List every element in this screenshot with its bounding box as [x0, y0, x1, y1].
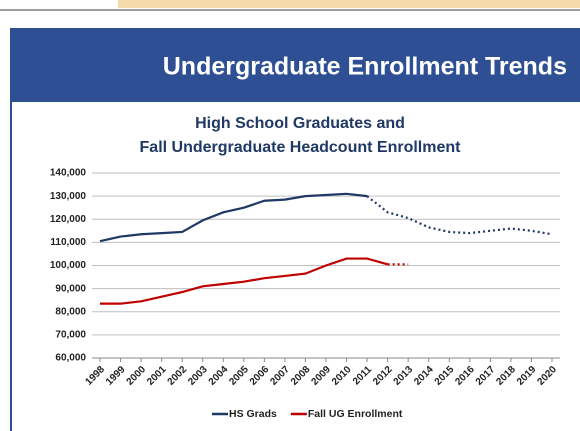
y-tick-label: 120,000: [50, 214, 87, 225]
x-tick-label: 2004: [207, 364, 231, 388]
x-tick-label: 2010: [330, 364, 354, 388]
x-tick-label: 2013: [392, 364, 416, 388]
projection-line: [366, 195, 553, 236]
header-title: Undergraduate Enrollment Trends: [163, 53, 567, 81]
x-tick-label: 2007: [268, 364, 292, 388]
x-tick-label: 2005: [227, 364, 251, 388]
x-tick-label: 2014: [412, 364, 436, 388]
y-tick-label: 70,000: [55, 330, 86, 341]
x-tick-label: 2012: [371, 364, 395, 388]
x-tick-label: 2017: [474, 364, 498, 388]
y-tick-label: 140,000: [50, 168, 87, 179]
x-tick-label: 2003: [186, 364, 210, 388]
legend-label: HS Grads: [229, 408, 277, 420]
y-tick-label: 80,000: [55, 306, 86, 317]
series-line: [99, 192, 368, 243]
y-tick-label: 90,000: [55, 283, 86, 294]
x-tick-label: 2000: [125, 364, 149, 388]
x-tick-label: 1998: [83, 364, 107, 388]
y-tick-label: 60,000: [55, 353, 86, 364]
x-tick-label: 2019: [515, 364, 539, 388]
series-line: [100, 257, 388, 305]
y-tick-label: 100,000: [50, 260, 87, 271]
legend-label: Fall UG Enrollment: [308, 408, 403, 420]
x-tick-label: 2018: [494, 364, 518, 388]
x-tick-label: 2020: [535, 364, 559, 388]
chart-title: Fall Undergraduate Headcount Enrollment: [140, 139, 462, 156]
x-tick-label: 2001: [145, 364, 169, 388]
x-tick-label: 2002: [166, 364, 190, 388]
x-tick-label: 2006: [248, 364, 272, 388]
x-tick-label: 2011: [351, 364, 374, 387]
y-tick-label: 110,000: [50, 237, 86, 248]
x-tick-label: 1999: [104, 364, 128, 388]
x-tick-label: 2008: [289, 364, 313, 388]
chart-title: High School Graduates and: [195, 115, 405, 132]
y-tick-label: 130,000: [50, 191, 87, 202]
top-accent: [118, 0, 580, 8]
header-banner: [10, 28, 580, 102]
x-tick-label: 2016: [453, 364, 477, 388]
x-tick-label: 2009: [309, 364, 333, 388]
x-tick-label: 2015: [433, 364, 457, 388]
